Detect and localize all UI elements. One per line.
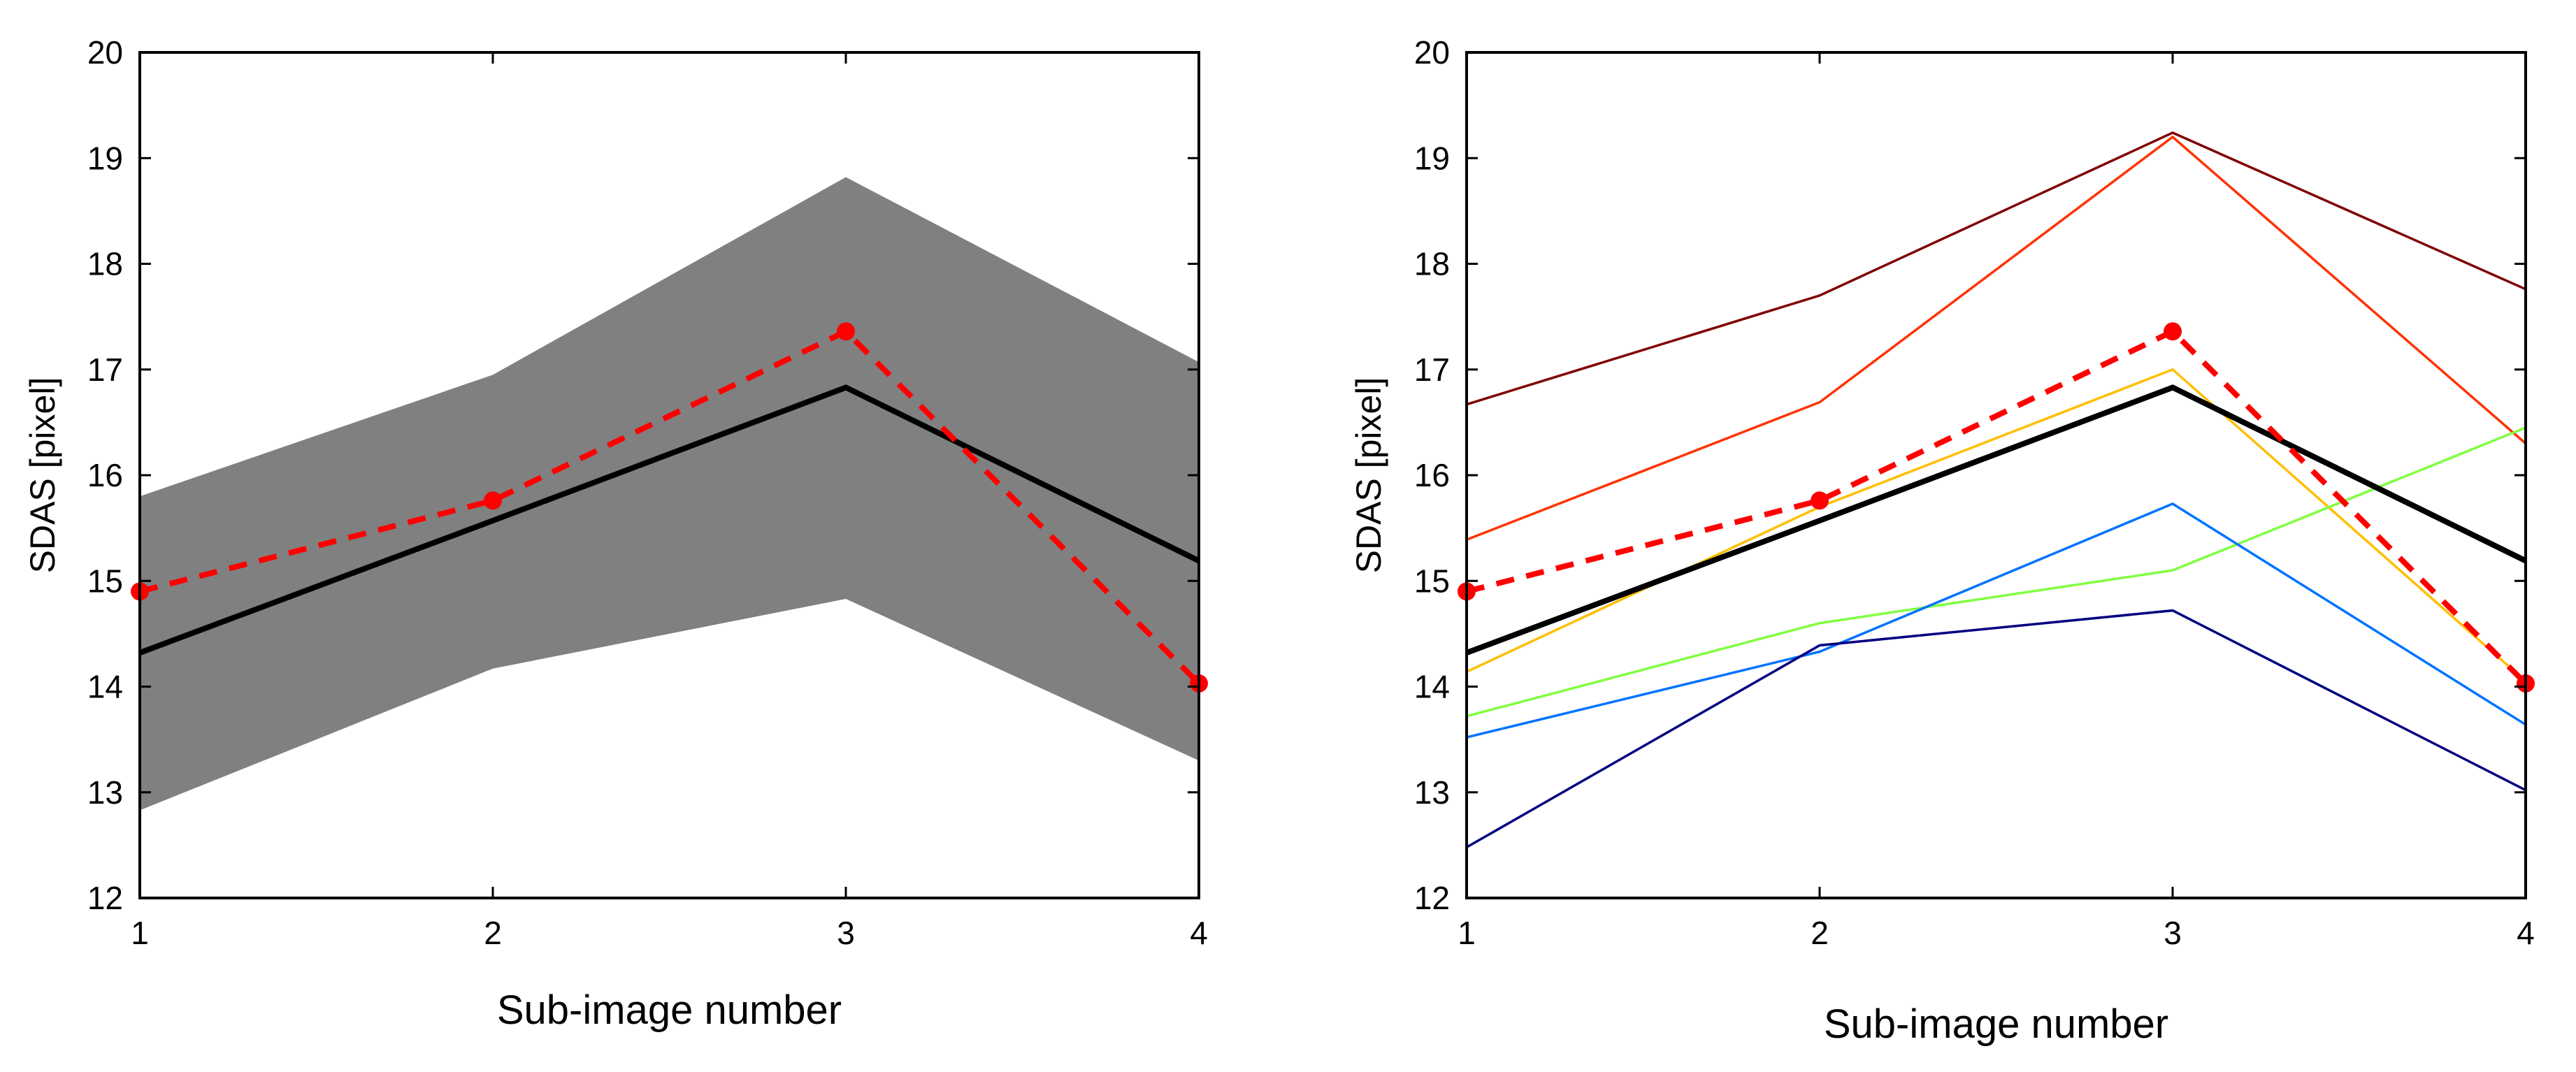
x-tick-label: 3 — [2164, 915, 2182, 951]
series-line-1 — [138, 384, 1200, 655]
y-tick-label: 16 — [1414, 457, 1450, 493]
y-tick-label: 17 — [1414, 352, 1450, 388]
x-tick-label: 1 — [1458, 915, 1476, 951]
y-tick-label: 18 — [87, 246, 123, 282]
y-tick-label: 19 — [1414, 140, 1450, 176]
y-axis-label: SDAS [pixel] — [1349, 377, 1388, 574]
y-tick-label: 12 — [1414, 880, 1450, 916]
data-point — [484, 491, 502, 510]
x-axis-label: Sub-image number — [497, 987, 842, 1033]
y-tick-label: 14 — [1414, 669, 1450, 705]
x-tick-label: 2 — [484, 915, 502, 951]
series-line-4 — [1466, 426, 2526, 718]
x-tick-label: 1 — [131, 915, 149, 951]
y-tick-label: 13 — [1414, 774, 1450, 811]
range-band — [140, 177, 1199, 811]
y-tick-label: 15 — [87, 563, 123, 599]
x-tick-label: 3 — [837, 915, 855, 951]
data-point — [1811, 491, 1829, 510]
series-line-7 — [1465, 384, 2527, 655]
data-point — [837, 322, 855, 341]
x-tick-label: 4 — [2517, 915, 2535, 951]
series-line-8 — [1466, 328, 2528, 686]
series-line-1 — [1466, 131, 2526, 406]
series-line-2 — [1466, 135, 2527, 541]
y-tick-label: 20 — [87, 34, 123, 71]
series-line-5 — [1466, 502, 2526, 739]
data-point — [2164, 322, 2182, 341]
series-line-2 — [139, 328, 1201, 686]
y-tick-label: 16 — [87, 457, 123, 493]
axes-box — [1465, 51, 2527, 899]
y-tick-label: 17 — [87, 352, 123, 388]
y-tick-label: 19 — [87, 140, 123, 176]
x-axis-label: Sub-image number — [1824, 1001, 2168, 1047]
x-tick-label: 4 — [1190, 915, 1208, 951]
y-tick-label: 20 — [1414, 34, 1450, 71]
y-tick-label: 15 — [1414, 563, 1450, 599]
y-tick-label: 14 — [87, 669, 123, 705]
series-line-6 — [1466, 609, 2526, 848]
y-tick-label: 18 — [1414, 246, 1450, 282]
y-tick-label: 12 — [87, 880, 123, 916]
y-axis-label: SDAS [pixel] — [23, 377, 62, 574]
x-tick-label: 2 — [1811, 915, 1829, 951]
y-tick-label: 13 — [87, 774, 123, 811]
